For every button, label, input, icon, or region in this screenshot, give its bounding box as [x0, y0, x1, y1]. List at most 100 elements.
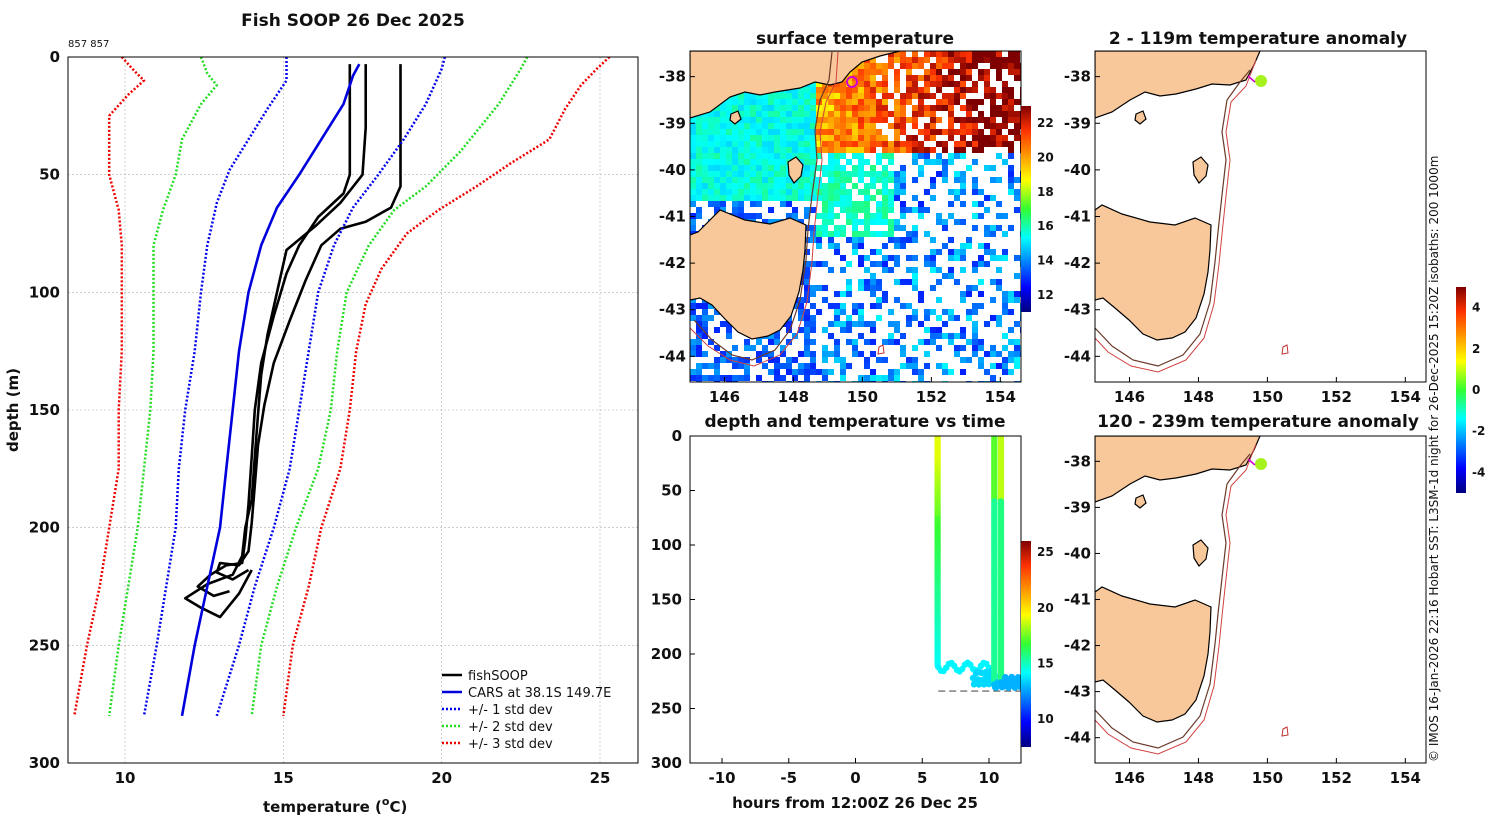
sst-cell	[834, 291, 840, 297]
sst-cell	[942, 159, 948, 165]
sst-cell	[966, 129, 972, 135]
sst-cell	[756, 189, 762, 195]
sst-cell	[882, 63, 888, 69]
sst-cell	[864, 171, 870, 177]
sst-cell	[804, 363, 810, 369]
sst-cell	[996, 141, 1002, 147]
sst-cell	[888, 309, 894, 315]
sst-cell	[822, 165, 828, 171]
sst-cell	[930, 177, 936, 183]
sst-cell	[1002, 357, 1008, 363]
sst-cell	[738, 195, 744, 201]
sst-cell	[978, 201, 984, 207]
sst-cell	[894, 255, 900, 261]
sst-cell	[750, 177, 756, 183]
sst-cell	[822, 189, 828, 195]
sst-cell	[702, 117, 708, 123]
king-island	[729, 110, 742, 125]
sst-cell	[762, 363, 768, 369]
x-tick-label: -10	[708, 769, 735, 787]
sst-cell	[972, 303, 978, 309]
sst-cell	[1014, 339, 1020, 345]
sst-cell	[870, 339, 876, 345]
sst-cell	[900, 165, 906, 171]
sst-cell	[894, 243, 900, 249]
sst-cell	[840, 195, 846, 201]
seamount-isobath	[1281, 344, 1289, 355]
sst-cell	[930, 261, 936, 267]
sst-cell	[954, 219, 960, 225]
sst-cell	[780, 135, 786, 141]
sst-cell	[936, 345, 942, 351]
sst-cell	[954, 141, 960, 147]
sst-cell	[810, 225, 816, 231]
sst-cell	[810, 87, 816, 93]
sst-cell	[768, 195, 774, 201]
sst-cell	[906, 69, 912, 75]
sst-cell	[876, 375, 882, 381]
sst-cell	[954, 87, 960, 93]
sst-cell	[804, 117, 810, 123]
sst-cell	[714, 207, 720, 213]
sst-cell	[834, 321, 840, 327]
mainland-australia	[690, 51, 901, 119]
sst-cell	[696, 363, 702, 369]
sst-cell	[828, 87, 834, 93]
isobath-1000m	[690, 51, 839, 367]
sst-cell	[876, 231, 882, 237]
data-point	[1017, 683, 1021, 690]
sst-cell	[966, 165, 972, 171]
sst-cell	[1008, 189, 1014, 195]
sst-cell	[930, 135, 936, 141]
sst-cell	[906, 57, 912, 63]
sst-cell	[756, 351, 762, 357]
sst-cell	[918, 369, 924, 375]
sst-cell	[756, 183, 762, 189]
sst-cell	[876, 315, 882, 321]
sst-cell	[810, 129, 816, 135]
sst-cell	[762, 135, 768, 141]
sst-cell	[822, 117, 828, 123]
sst-cell	[894, 261, 900, 267]
sst-cell	[696, 195, 702, 201]
sst-cell	[828, 321, 834, 327]
sst-cell	[888, 219, 894, 225]
sst-cell	[834, 243, 840, 249]
sst-cell	[738, 117, 744, 123]
sst-cell	[978, 99, 984, 105]
sst-cell	[810, 111, 816, 117]
sst-cell	[930, 195, 936, 201]
sst-cell	[714, 345, 720, 351]
sst-cell	[924, 153, 930, 159]
colorbar-tick-label: -2	[1472, 424, 1485, 438]
sst-cell	[720, 147, 726, 153]
sst-cell	[846, 363, 852, 369]
sst-cell	[894, 123, 900, 129]
sst-cell	[846, 159, 852, 165]
y-tick-label: 50	[661, 482, 682, 500]
sst-cell	[888, 375, 894, 381]
sst-cell	[756, 123, 762, 129]
xlabel-text: temperature (	[263, 798, 382, 816]
sst-cell	[732, 135, 738, 141]
sst-cell	[732, 123, 738, 129]
sst-cell	[702, 375, 708, 381]
sst-cell	[702, 141, 708, 147]
sst-cell	[828, 267, 834, 273]
sst-cell	[708, 189, 714, 195]
sst-cell	[810, 81, 816, 87]
sst-cell	[846, 87, 852, 93]
sst-cell	[930, 75, 936, 81]
sst-cell	[906, 321, 912, 327]
sst-cell	[912, 141, 918, 147]
sst-cell	[822, 135, 828, 141]
track-mark	[1247, 75, 1256, 83]
sst-cell	[882, 177, 888, 183]
sst-cell	[840, 291, 846, 297]
sst-cell	[780, 195, 786, 201]
sst-cell	[882, 291, 888, 297]
sst-cell	[774, 93, 780, 99]
sst-cell	[900, 111, 906, 117]
sst-cell	[972, 267, 978, 273]
